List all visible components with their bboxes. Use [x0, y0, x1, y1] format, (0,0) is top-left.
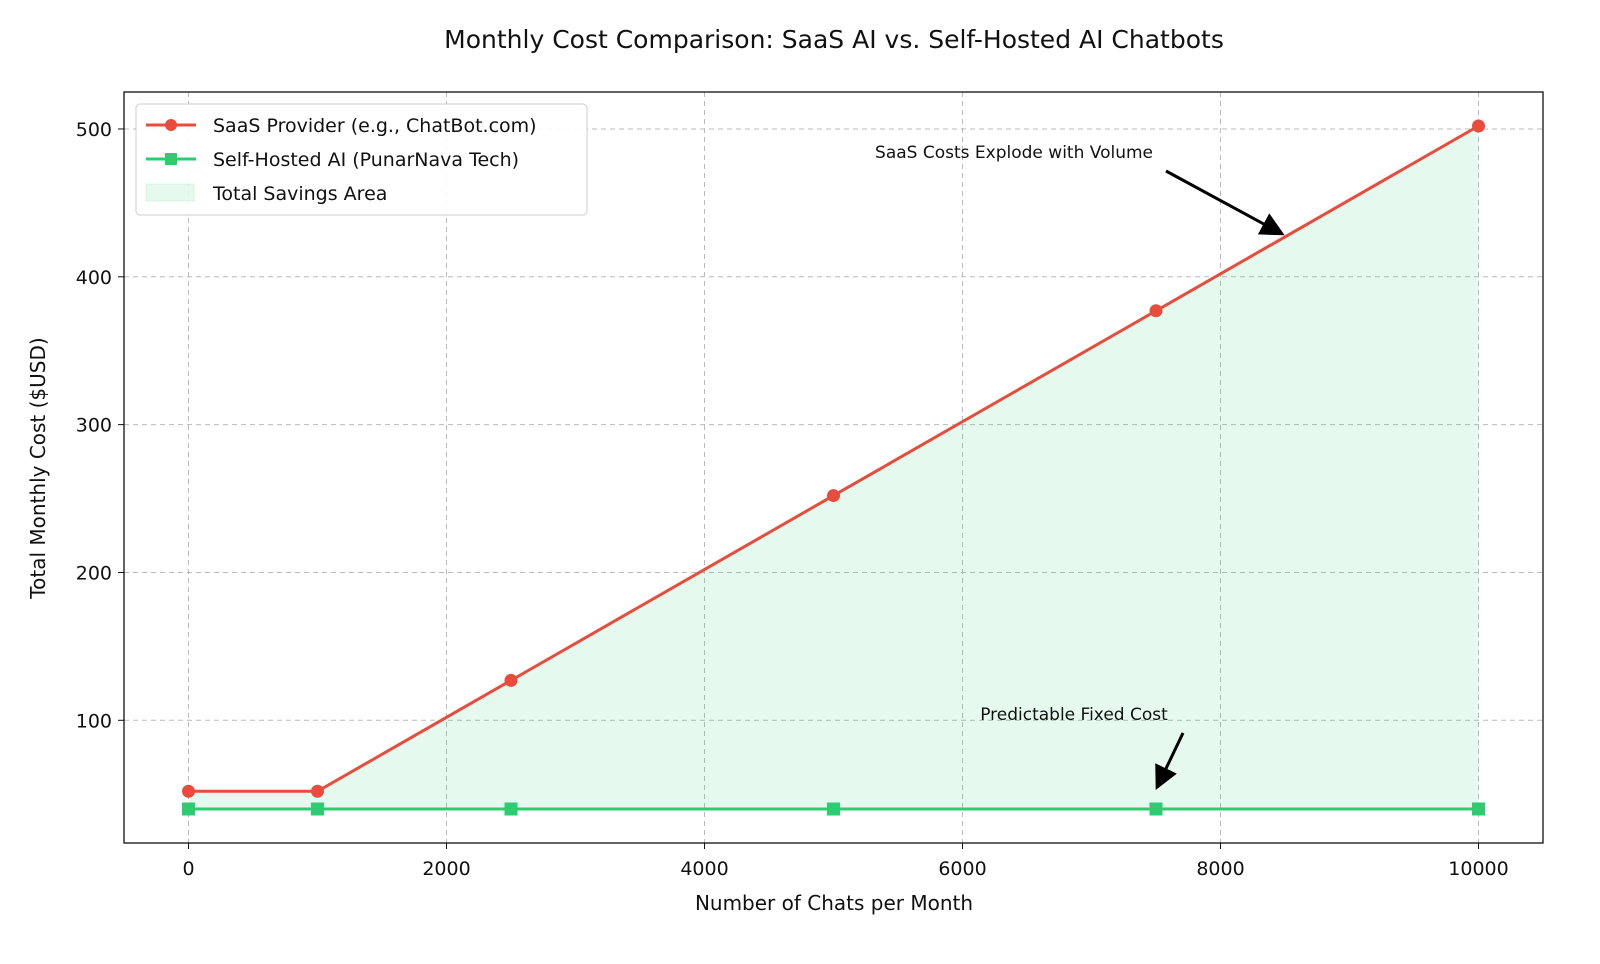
- data-point: [1149, 304, 1163, 318]
- series-group: [182, 119, 1485, 816]
- savings-area: [188, 126, 1479, 809]
- annotation-text: SaaS Costs Explode with Volume: [875, 143, 1153, 163]
- data-point: [182, 784, 195, 798]
- data-point: [827, 489, 840, 503]
- annotation-arrow: [1165, 169, 1285, 236]
- data-point: [1472, 802, 1485, 816]
- y-tick-label: 300: [76, 415, 112, 437]
- y-axis-label: Total Monthly Cost ($USD): [26, 337, 50, 599]
- data-point: [1149, 802, 1163, 816]
- x-tick-label: 4000: [680, 858, 728, 880]
- chart-title: Monthly Cost Comparison: SaaS AI vs. Sel…: [444, 25, 1224, 54]
- legend-selfhosted-marker: [165, 153, 177, 165]
- plot-frame: [123, 91, 1544, 844]
- x-tick-label: 2000: [422, 858, 470, 880]
- data-point: [311, 784, 324, 798]
- data-point: [504, 673, 518, 687]
- legend: SaaS Provider (e.g., ChatBot.com) Self-H…: [135, 103, 588, 216]
- annotation-text: Predictable Fixed Cost: [980, 705, 1168, 725]
- y-tick-label: 100: [76, 710, 112, 732]
- legend-box: [135, 103, 588, 216]
- x-tick-label: 10000: [1448, 858, 1508, 880]
- y-tick-label: 500: [76, 119, 112, 141]
- legend-fill-label: Total Savings Area: [212, 183, 387, 205]
- data-point: [1472, 119, 1485, 133]
- legend-fill-swatch: [145, 183, 195, 202]
- x-tick-label: 8000: [1196, 858, 1244, 880]
- x-axis-label: Number of Chats per Month: [695, 891, 973, 915]
- legend-saas-marker: [165, 119, 177, 131]
- data-point: [311, 802, 324, 816]
- data-point: [182, 802, 195, 816]
- legend-saas-label: SaaS Provider (e.g., ChatBot.com): [213, 115, 537, 137]
- y-tick-label: 200: [76, 562, 112, 584]
- legend-selfhosted-label: Self-Hosted AI (PunarNava Tech): [213, 149, 519, 171]
- annotations: SaaS Costs Explode with Volume Predictabl…: [875, 143, 1285, 791]
- grid: [124, 92, 1543, 843]
- annotation-arrow: [1155, 732, 1185, 791]
- y-tick-label: 400: [76, 267, 112, 289]
- data-point: [504, 802, 518, 816]
- data-point: [827, 802, 840, 816]
- series-line-0: [188, 124, 1480, 793]
- x-tick-label: 0: [182, 858, 194, 880]
- x-tick-label: 6000: [938, 858, 986, 880]
- ticks: 0 2000 4000 6000 8000 10000 100 200 300 400 500: [76, 119, 1509, 880]
